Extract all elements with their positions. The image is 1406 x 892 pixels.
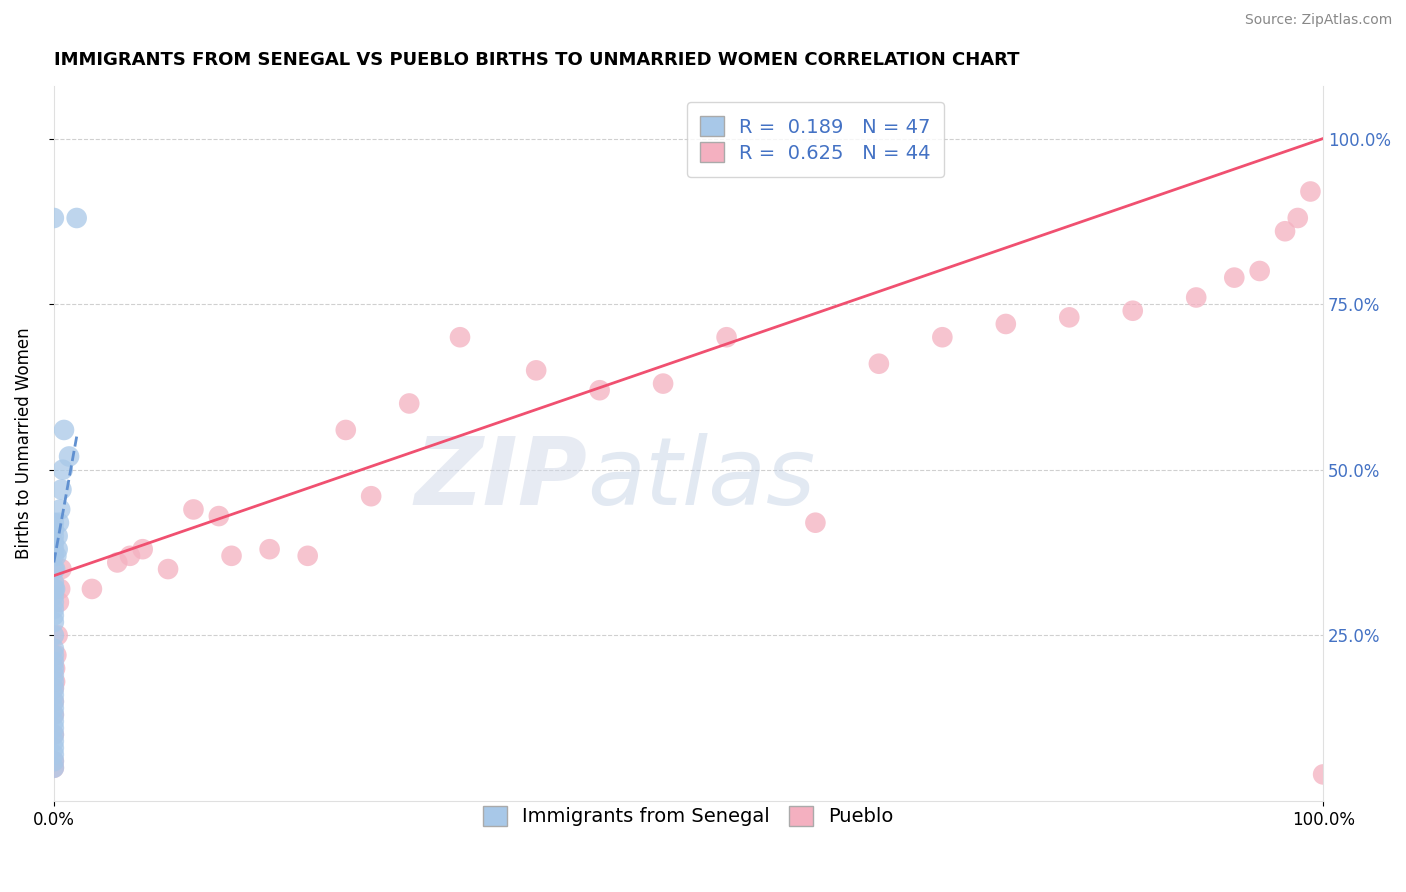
Point: [524, 363, 547, 377]
Point: [44, 674, 66, 689]
Point: [42, 747, 65, 762]
Point: [42, 694, 65, 708]
Point: [42, 740, 65, 755]
Point: [183, 502, 205, 516]
Point: [42, 754, 65, 768]
Point: [221, 549, 243, 563]
Point: [42, 728, 65, 742]
Point: [42, 721, 65, 735]
Point: [49, 582, 72, 596]
Point: [42, 728, 65, 742]
Point: [208, 509, 231, 524]
Point: [259, 542, 281, 557]
Point: [46, 529, 69, 543]
Point: [42, 602, 65, 616]
Point: [449, 330, 471, 344]
Text: IMMIGRANTS FROM SENEGAL VS PUEBLO BIRTHS TO UNMARRIED WOMEN CORRELATION CHART: IMMIGRANTS FROM SENEGAL VS PUEBLO BIRTHS…: [53, 51, 1019, 69]
Point: [42, 701, 65, 715]
Point: [42, 668, 65, 682]
Point: [42, 608, 65, 623]
Point: [42, 714, 65, 729]
Legend: Immigrants from Senegal, Pueblo: Immigrants from Senegal, Pueblo: [475, 798, 901, 834]
Point: [131, 542, 153, 557]
Point: [42, 761, 65, 775]
Point: [45, 549, 67, 563]
Point: [42, 535, 65, 549]
Point: [80, 582, 103, 596]
Point: [1223, 270, 1246, 285]
Point: [46, 628, 69, 642]
Point: [398, 396, 420, 410]
Point: [1274, 224, 1296, 238]
Point: [588, 383, 610, 397]
Point: [42, 562, 65, 576]
Point: [868, 357, 890, 371]
Point: [42, 575, 65, 590]
Text: atlas: atlas: [586, 434, 815, 524]
Point: [1312, 767, 1334, 781]
Point: [42, 707, 65, 722]
Point: [157, 562, 180, 576]
Y-axis label: Births to Unmarried Women: Births to Unmarried Women: [15, 327, 32, 559]
Point: [49, 502, 72, 516]
Point: [335, 423, 357, 437]
Point: [42, 589, 65, 603]
Point: [652, 376, 675, 391]
Point: [42, 734, 65, 748]
Point: [42, 516, 65, 530]
Point: [45, 648, 67, 663]
Text: ZIP: ZIP: [413, 433, 586, 525]
Point: [42, 529, 65, 543]
Point: [42, 628, 65, 642]
Point: [42, 648, 65, 663]
Point: [42, 674, 65, 689]
Point: [42, 615, 65, 629]
Point: [42, 761, 65, 775]
Point: [46, 542, 69, 557]
Point: [42, 522, 65, 536]
Point: [42, 655, 65, 669]
Point: [58, 450, 80, 464]
Point: [42, 681, 65, 696]
Point: [44, 562, 66, 576]
Point: [931, 330, 953, 344]
Point: [42, 707, 65, 722]
Point: [66, 211, 89, 225]
Point: [42, 694, 65, 708]
Point: [994, 317, 1017, 331]
Point: [42, 661, 65, 675]
Point: [42, 542, 65, 557]
Point: [48, 516, 70, 530]
Point: [42, 595, 65, 609]
Point: [105, 556, 128, 570]
Point: [51, 562, 73, 576]
Point: [44, 661, 66, 675]
Point: [42, 688, 65, 702]
Point: [42, 582, 65, 596]
Point: [1286, 211, 1309, 225]
Point: [297, 549, 319, 563]
Point: [52, 463, 75, 477]
Point: [360, 489, 382, 503]
Point: [1122, 303, 1144, 318]
Point: [118, 549, 141, 563]
Point: [42, 211, 65, 225]
Point: [1299, 185, 1322, 199]
Point: [53, 423, 76, 437]
Point: [48, 595, 70, 609]
Text: Source: ZipAtlas.com: Source: ZipAtlas.com: [1244, 13, 1392, 28]
Point: [42, 549, 65, 563]
Point: [804, 516, 827, 530]
Point: [1249, 264, 1271, 278]
Point: [51, 483, 73, 497]
Point: [42, 641, 65, 656]
Point: [44, 582, 66, 596]
Point: [716, 330, 738, 344]
Point: [1185, 291, 1208, 305]
Point: [42, 754, 65, 768]
Point: [1059, 310, 1081, 325]
Point: [42, 681, 65, 696]
